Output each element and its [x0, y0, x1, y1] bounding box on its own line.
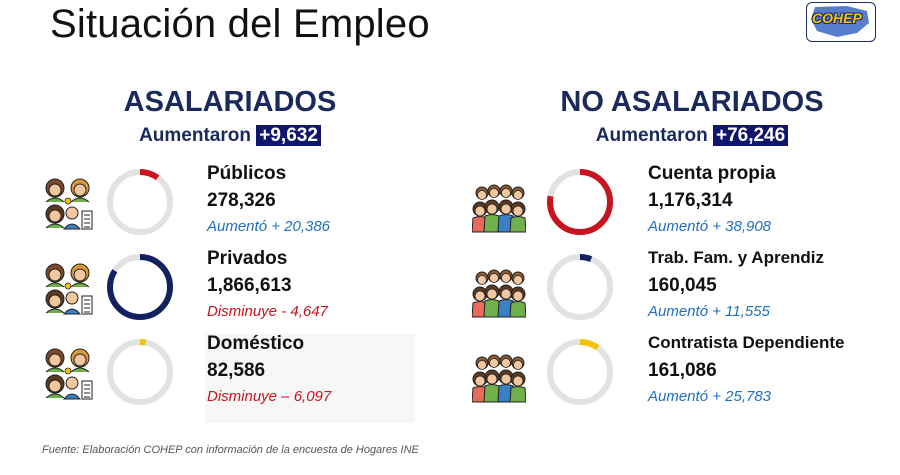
value-domestico: 82,586: [207, 360, 266, 381]
change-domestico: Disminuye – 6,097: [207, 388, 332, 405]
donut-arc: [107, 339, 173, 405]
donut-arc: [547, 254, 613, 320]
change-cuenta-propia: Aumentó + 38,908: [648, 218, 772, 235]
asalariados-sub-value: +9,632: [256, 125, 321, 146]
page-title: Situación del Empleo: [50, 2, 430, 46]
change-privados: Disminuye - 4,647: [207, 303, 328, 320]
label-privados: Privados: [207, 248, 288, 269]
donut-publicos: [105, 167, 175, 242]
no-asalariados-sub-prefix: Aumentaron: [595, 125, 708, 146]
label-cuenta-propia: Cuenta propia: [648, 163, 776, 184]
no-asalariados-heading: NO ASALARIADOS: [560, 86, 824, 118]
change-contratista-dependiente: Aumentó + 25,783: [648, 388, 772, 405]
donut-domestico: [105, 337, 175, 412]
crowd-icon: [471, 347, 527, 408]
cohep-logo: COHEP: [806, 2, 876, 42]
value-privados: 1,866,613: [207, 275, 292, 296]
label-trab-fam-y-aprendiz: Trab. Fam. y Aprendiz: [648, 248, 825, 267]
workers-icon: [42, 177, 94, 238]
value-trab-fam-y-aprendiz: 160,045: [648, 275, 717, 296]
label-contratista-dependiente: Contratista Dependiente: [648, 333, 845, 352]
label-publicos: Públicos: [207, 163, 287, 184]
no-asalariados-sub-value: +76,246: [712, 125, 789, 146]
asalariados-subtitle: Aumentaron +9,632: [70, 125, 390, 147]
donut-contratista-dependiente: [545, 337, 615, 412]
value-contratista-dependiente: 161,086: [648, 360, 717, 381]
change-trab-fam-y-aprendiz: Aumentó + 11,555: [648, 303, 770, 320]
donut-arc: [547, 169, 613, 235]
donut-cuenta-propia: [545, 167, 615, 242]
asalariados-heading: ASALARIADOS: [123, 86, 337, 118]
workers-icon: [42, 262, 94, 323]
highlight-panel: [205, 333, 415, 423]
donut-arc: [107, 169, 173, 235]
donut-privados: [105, 252, 175, 327]
crowd-icon: [471, 177, 527, 238]
donut-arc: [547, 339, 613, 405]
donut-trab-fam-y-aprendiz: [545, 252, 615, 327]
asalariados-sub-prefix: Aumentaron: [139, 125, 251, 146]
change-publicos: Aumentó + 20,386: [207, 218, 331, 235]
no-asalariados-subtitle: Aumentaron +76,246: [532, 125, 852, 147]
workers-icon: [42, 347, 94, 408]
value-cuenta-propia: 1,176,314: [648, 190, 733, 211]
value-publicos: 278,326: [207, 190, 276, 211]
source-note: Fuente: Elaboración COHEP con informació…: [42, 444, 419, 456]
donut-arc: [107, 254, 173, 320]
logo-text: COHEP: [812, 10, 862, 26]
crowd-icon: [471, 262, 527, 323]
label-domestico: Doméstico: [207, 333, 305, 354]
